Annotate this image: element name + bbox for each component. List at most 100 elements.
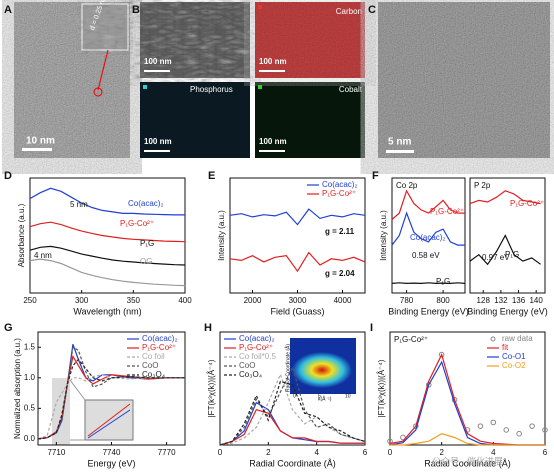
series-label: P₁G (436, 277, 450, 286)
map-name: Cobalt (339, 85, 363, 94)
cobalt-map (255, 82, 365, 158)
x-tick-label: 400 (178, 296, 192, 305)
x-axis-label: Field (Guass) (270, 306, 324, 316)
data-point (529, 423, 535, 429)
x-tick-label: 140 (529, 296, 543, 305)
annotation: 0.97 eV (482, 253, 510, 262)
x-axis-label: Binding Energy (eV) (388, 306, 469, 316)
map-texture (255, 2, 365, 78)
series-line (37, 346, 185, 440)
y-tick-label: 1.0 (24, 373, 36, 382)
panel-label: I (370, 322, 373, 334)
x-tick-label: 6 (543, 448, 548, 457)
annotation: 4 nm (34, 251, 52, 260)
scale-label: 100 nm (144, 57, 172, 66)
scale-label: 100 nm (259, 57, 287, 66)
series-line (219, 365, 366, 446)
x-axis-label: Radial Coordinate (Å) (424, 458, 511, 468)
data-point (438, 351, 445, 358)
plot-frame (29, 177, 186, 294)
y-axis-label: |FT(k³χ(k))|(Å⁻⁴) (207, 359, 216, 417)
x-tick-label: 136 (512, 296, 526, 305)
x-axis-label: Binding Energy (eV) (467, 306, 548, 316)
annotation: Radial Coordinate (Å) (284, 344, 291, 392)
x-tick-label: 300 (75, 296, 89, 305)
phosphorus-swatch (143, 85, 147, 89)
map-name: Phosphorus (190, 85, 233, 94)
tem-inset-texture (82, 4, 128, 50)
series-label: P₁G-Co²⁺ (430, 207, 464, 216)
annotation: k(Å⁻¹) (318, 395, 332, 402)
legend-label: fit (502, 343, 509, 352)
series-line (391, 189, 465, 220)
series-label: P₁G-Co²⁺ (510, 199, 544, 208)
legend-label: CoO (239, 361, 255, 370)
scale-label: 5 nm (388, 137, 411, 148)
x-axis-label: Energy (eV) (87, 458, 135, 468)
legend-label: Co foil*0.5 (239, 352, 276, 361)
x-axis-label: Radial Coordinate (Å) (249, 458, 336, 468)
legend-label: Co-O2 (502, 361, 526, 370)
legend-label: Co(acac)₂ (239, 334, 275, 343)
h-inset (290, 338, 356, 394)
series-line (219, 408, 365, 446)
y-axis-label: Intensity (a.u.) (217, 210, 226, 261)
x-tick-label: 250 (23, 296, 37, 305)
series-line (469, 190, 541, 205)
x-tick-label: 0 (388, 448, 393, 457)
x-tick-label: 7740 (103, 448, 121, 457)
plot-frame (469, 177, 546, 294)
scale-bars (144, 70, 285, 152)
chart-title: Co 2p (396, 181, 418, 190)
cobalt-swatch (258, 85, 262, 89)
carbon-swatch (258, 5, 262, 9)
scale-label: 10 nm (26, 136, 55, 147)
x-tick-label: 2 (266, 448, 271, 457)
data-point (387, 438, 393, 445)
annotation: 0.58 eV (412, 251, 440, 260)
data-point (516, 430, 522, 437)
zoom-line (97, 49, 109, 91)
plot-frame (389, 331, 546, 446)
legend-label: P₁G-Co²⁺ (239, 343, 273, 352)
x-tick-label: 0 (218, 448, 223, 457)
data-point (400, 434, 406, 441)
x-axis-label: Wavelength (nm) (73, 306, 141, 316)
plot-frame (219, 331, 366, 446)
legend-label: raw data (502, 334, 533, 343)
scale-bar (386, 150, 414, 153)
x-tick-label: 132 (494, 296, 508, 305)
tem-texture (378, 2, 550, 158)
legend-label: Co₃O₄ (142, 370, 165, 379)
chart-title: P₁G-Co²⁺ (394, 335, 428, 344)
chart-title: P 2p (474, 181, 491, 190)
data-point (477, 423, 484, 429)
series-line (219, 380, 366, 446)
legend-label: Co₃O₄ (239, 370, 262, 379)
y-tick-label: 0.5 (24, 403, 36, 412)
series-line (391, 282, 466, 285)
x-tick-label: 128 (477, 296, 491, 305)
legend-label: P₁G-Co²⁺ (322, 189, 356, 198)
y-axis-label: Absorbance (a.u.) (17, 203, 26, 267)
legend-label: P₁G-Co²⁺ (142, 343, 176, 352)
series-line (37, 358, 185, 440)
panel-label: A (4, 4, 12, 16)
panel-label: C (368, 4, 376, 16)
annotation: g = 2.11 (325, 227, 355, 236)
series-line (29, 258, 186, 287)
annotation: 5 (318, 393, 321, 399)
annotation: 公众号 · 催化进展 (432, 455, 503, 466)
scale-bar (22, 148, 52, 151)
x-tick-label: 2 (439, 448, 444, 457)
series-label: Co(acac)₂ (410, 233, 446, 242)
series-line (390, 433, 545, 446)
legend-label: Co foil (142, 352, 165, 361)
scale-label: 100 nm (259, 137, 287, 146)
y-axis-label: Normalized absorption (a.u.) (13, 338, 22, 439)
data-point (490, 419, 497, 426)
legend-label: Co(acac)₂ (322, 180, 358, 189)
legend-label: CoO (142, 361, 158, 370)
series-label: P₁G (505, 250, 519, 259)
